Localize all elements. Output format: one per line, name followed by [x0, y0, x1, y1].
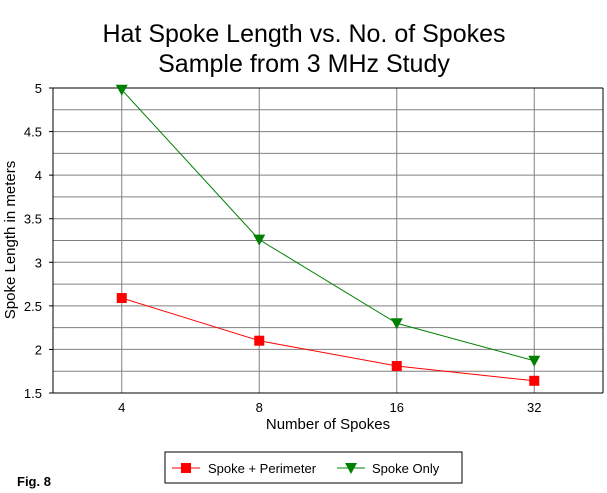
series-line-spoke-only	[121, 89, 535, 362]
legend-box	[164, 451, 463, 484]
legend-marker-triangle	[345, 463, 357, 474]
data-point-square	[116, 293, 127, 304]
y-tick-label: 3	[35, 255, 42, 270]
chart-title: Hat Spoke Length vs. No. of Spokes	[102, 20, 505, 48]
data-point-triangle	[390, 318, 403, 330]
y-tick-label: 5	[35, 81, 42, 96]
x-tick-label: 32	[527, 400, 541, 415]
series-layer	[115, 84, 541, 386]
y-tick-label: 2	[35, 342, 42, 357]
legend-label-spoke-perimeter: Spoke + Perimeter	[208, 461, 317, 476]
legend-label-spoke-only: Spoke Only	[372, 461, 440, 476]
grid	[52, 87, 604, 394]
y-tick-label: 4.5	[24, 125, 42, 140]
y-tick-label: 3.5	[24, 212, 42, 227]
y-tick-label: 2.5	[24, 299, 42, 314]
series-line-spoke-perimeter	[121, 297, 535, 382]
legend: Spoke + Perimeter Spoke Only	[164, 451, 463, 484]
data-point-square	[529, 375, 540, 386]
data-point-triangle	[115, 84, 128, 96]
y-tick-label: 1.5	[24, 386, 42, 401]
data-point-triangle	[253, 234, 266, 246]
x-tick-label: 16	[390, 400, 404, 415]
y-tick-labels: 1.5 2 2.5 3 3.5 4 4.5 5	[24, 81, 53, 401]
figure-label: Fig. 8	[17, 474, 51, 489]
chart-subtitle: Sample from 3 MHz Study	[158, 50, 450, 78]
x-tick-label: 4	[118, 400, 125, 415]
x-tick-labels: 4 8 16 32	[118, 400, 541, 415]
legend-marker-square	[181, 463, 191, 473]
data-point-triangle	[528, 355, 541, 367]
y-axis-label: Spoke Length in meters	[2, 161, 19, 319]
x-axis-label: Number of Spokes	[266, 416, 390, 433]
y-tick-label: 4	[35, 168, 42, 183]
x-tick-label: 8	[256, 400, 263, 415]
data-point-square	[391, 360, 402, 371]
data-point-square	[254, 335, 265, 346]
